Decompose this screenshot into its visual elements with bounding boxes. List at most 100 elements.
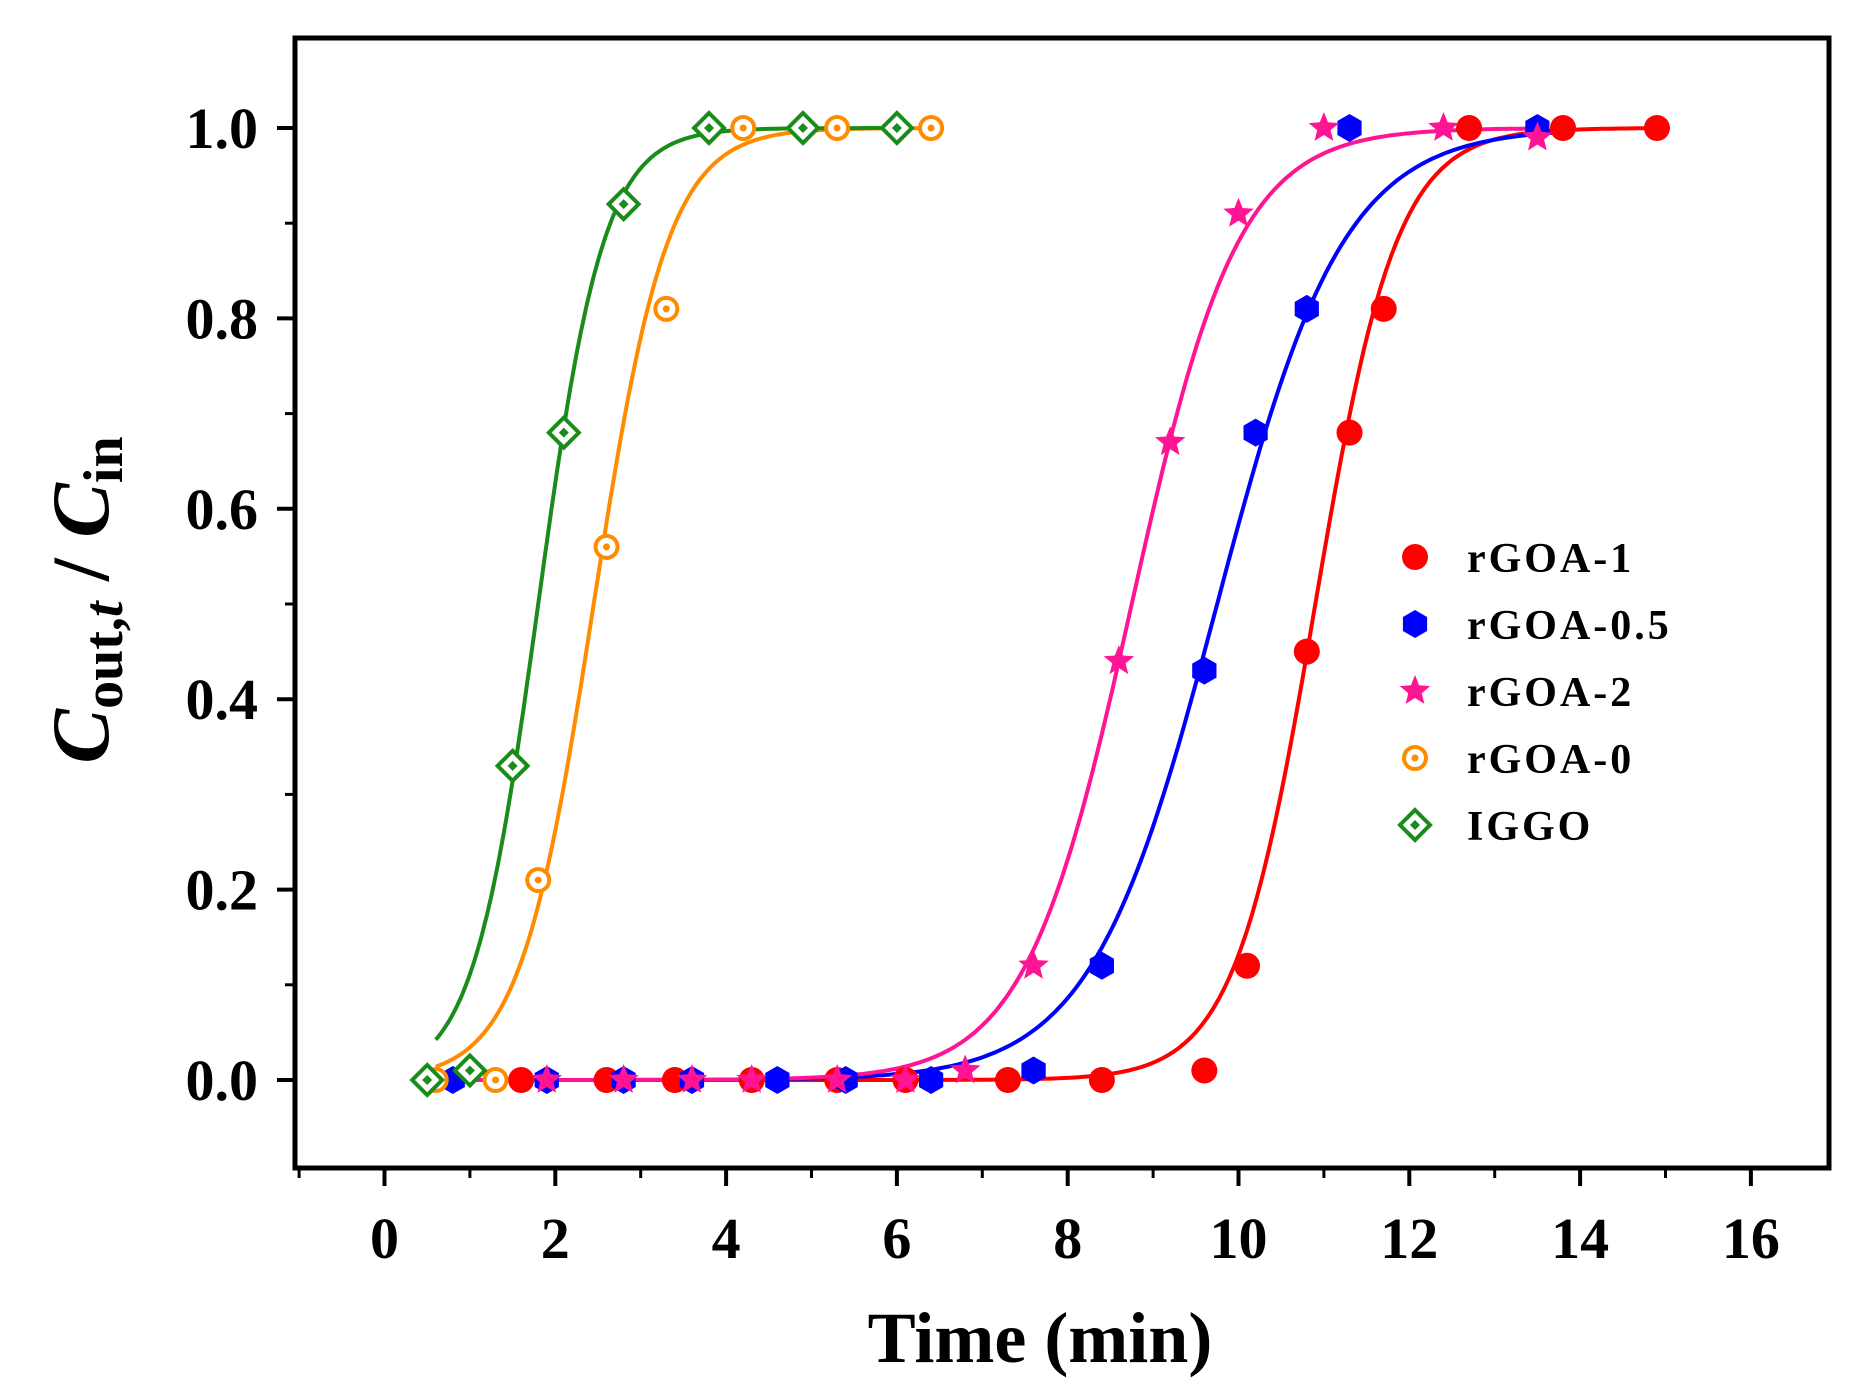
data-point-rGOA-2 (736, 1064, 767, 1093)
y-axis-title-sub2: in (73, 436, 135, 483)
marker-shape (1018, 949, 1049, 979)
x-tick-label: 12 (1380, 1206, 1438, 1271)
data-point-rGOA-1 (1456, 115, 1483, 141)
marker-shape (531, 1064, 562, 1093)
legend-marker-rGOA-2 (1399, 675, 1431, 704)
marker-shape (1294, 294, 1319, 323)
legend-label: rGOA-1 (1467, 536, 1634, 582)
marker-center (797, 123, 808, 133)
y-tick-labels: 0.0 0.2 0.4 0.6 0.8 1.0 (186, 96, 259, 1113)
legend-item: rGOA-2 (1399, 670, 1631, 716)
data-point-IGGO (409, 1062, 446, 1098)
marker-center (1411, 754, 1419, 762)
x-tick-label: 14 (1551, 1206, 1609, 1271)
marker-center (662, 305, 670, 313)
y-axis-title-c: C (35, 708, 126, 764)
x-tick-label: 4 (712, 1206, 741, 1271)
marker-shape (1089, 951, 1114, 980)
data-point-IGGO (546, 414, 582, 451)
legend-marker-rGOA-0 (1402, 745, 1428, 771)
marker-center (558, 427, 569, 438)
marker-center (927, 124, 935, 132)
data-point-rGOA-0 (824, 115, 851, 141)
marker-shape (1337, 114, 1362, 142)
legend-label: rGOA-0 (1467, 737, 1634, 783)
data-point-rGOA-0 (918, 115, 945, 141)
x-tick-label: 0 (370, 1206, 399, 1271)
marker-shape (1428, 112, 1459, 141)
data-point-rGOA-2 (1103, 645, 1135, 675)
y-tick-label: 0.0 (186, 1048, 259, 1113)
data-point-rGOA-1 (1643, 115, 1670, 141)
data-point-rGOA-2 (1522, 121, 1553, 151)
marker-center (603, 543, 611, 551)
tick-marks (277, 126, 1753, 1186)
data-point-rGOA-2 (890, 1064, 921, 1093)
fit-curve-rGOA-2 (435, 126, 1546, 1082)
data-point-rGOA-0.5 (1294, 294, 1319, 323)
marker-shape (1399, 675, 1431, 704)
data-point-rGOA-1 (1234, 952, 1261, 979)
data-point-rGOA-1 (508, 1067, 535, 1093)
fit-curve-rGOA-0 (435, 126, 923, 1069)
data-point-rGOA-2 (1428, 112, 1459, 141)
marker-shape (1308, 112, 1340, 141)
data-point-IGGO (605, 186, 642, 222)
data-point-rGOA-0 (593, 533, 620, 560)
marker-shape (1402, 610, 1428, 638)
legend-item: rGOA-0 (1402, 737, 1634, 783)
marker-shape (1402, 544, 1428, 570)
data-point-rGOA-0.5 (765, 1066, 790, 1094)
y-axis-title-sub-t: t (73, 600, 135, 617)
data-point-rGOA-1 (1191, 1057, 1218, 1084)
marker-center (891, 123, 902, 133)
data-point-rGOA-1 (994, 1067, 1021, 1093)
y-tick-label: 1.0 (186, 96, 259, 161)
marker-center (618, 199, 629, 210)
marker-center (507, 760, 518, 771)
legend-item: rGOA-1 (1402, 536, 1634, 582)
marker-shape (1021, 1056, 1046, 1085)
data-point-rGOA-0.5 (1192, 656, 1217, 685)
data-point-rGOA-0.5 (918, 1066, 944, 1094)
x-tick-labels: 0 2 4 6 8 10 12 14 16 (370, 1206, 1780, 1271)
data-point-IGGO (879, 110, 915, 146)
data-point-rGOA-1 (1370, 295, 1397, 322)
data-point-IGGO (691, 110, 727, 146)
data-point-rGOA-1 (1550, 115, 1577, 141)
marker-shape (1234, 952, 1261, 979)
x-tick-label: 8 (1053, 1206, 1082, 1271)
x-tick-label: 2 (541, 1206, 570, 1271)
fit-curve-IGGO (434, 126, 906, 1042)
marker-shape (1243, 418, 1268, 447)
legend-label: rGOA-0.5 (1467, 603, 1672, 649)
data-point-rGOA-0.5 (1243, 418, 1268, 447)
y-tick-label: 0.2 (186, 858, 259, 923)
marker-center (534, 876, 542, 884)
data-points (409, 110, 1670, 1098)
data-point-rGOA-0 (482, 1067, 509, 1093)
y-tick-label: 0.8 (186, 286, 259, 351)
marker-shape (1522, 121, 1553, 151)
data-point-rGOA-1 (1336, 419, 1363, 446)
legend-item: IGGO (1397, 804, 1590, 850)
data-point-rGOA-2 (531, 1064, 562, 1093)
data-point-rGOA-2 (608, 1064, 639, 1093)
data-point-rGOA-2 (950, 1054, 981, 1084)
marker-shape (1643, 115, 1670, 141)
x-axis-title: Time (min) (868, 1298, 1213, 1378)
data-point-rGOA-0.5 (1089, 951, 1114, 980)
marker-shape (1088, 1067, 1115, 1093)
marker-shape (821, 1064, 853, 1093)
marker-center (833, 124, 841, 132)
y-axis-title-c2: C (35, 482, 126, 538)
data-point-IGGO (494, 748, 531, 784)
marker-shape (1223, 197, 1254, 227)
data-point-rGOA-2 (1018, 949, 1049, 979)
marker-shape (676, 1064, 708, 1093)
marker-shape (890, 1064, 921, 1093)
legend-marker-rGOA-1 (1402, 544, 1428, 570)
data-point-IGGO (785, 110, 821, 146)
marker-shape (1192, 656, 1217, 685)
